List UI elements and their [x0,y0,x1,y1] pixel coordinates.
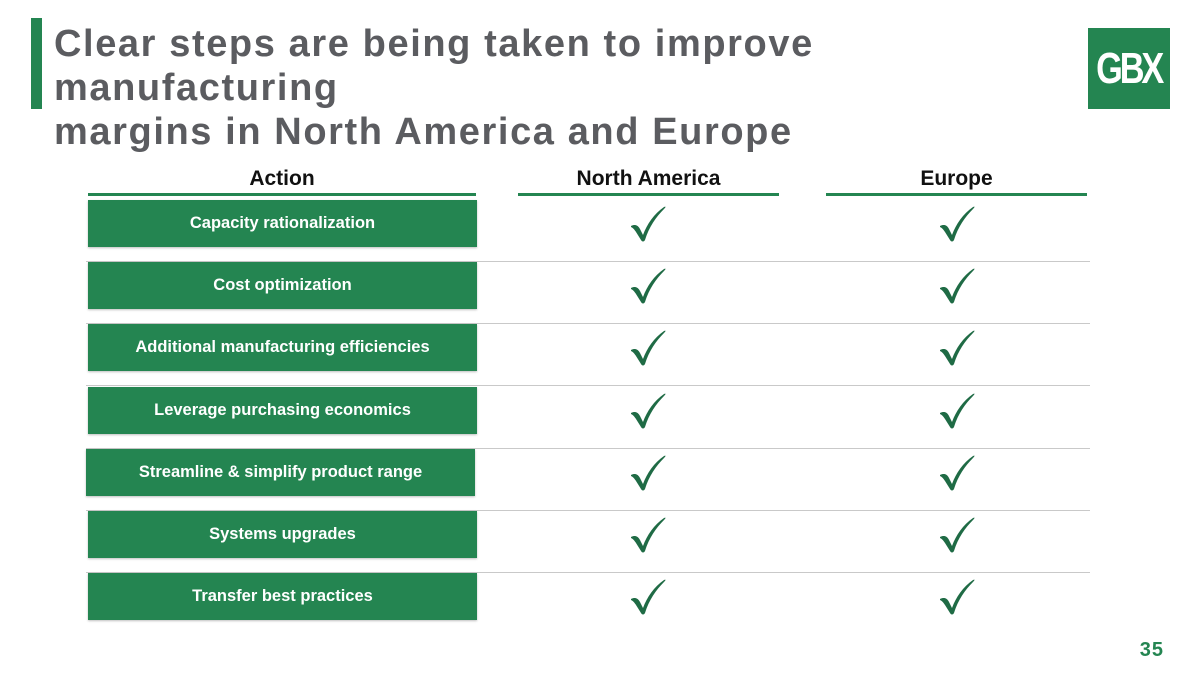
checkmark-icon [936,204,976,244]
checkmark-icon [936,266,976,306]
checkmark-icon [936,453,976,493]
checkmark-icon [627,453,667,493]
checkmark-icon [627,391,667,431]
table-row: Transfer best practices [86,573,1090,635]
checkmark-icon [627,266,667,306]
table-row: Cost optimization [86,262,1090,325]
page-number: 35 [1139,639,1164,661]
row-divider [86,261,1090,262]
row-divider [86,385,1090,387]
action-label: Cost optimization [88,262,477,310]
table-row: Leverage purchasing economics [86,386,1090,449]
table-row: Capacity rationalization [86,200,1090,262]
checkmark-icon [627,204,667,244]
column-header-action: Action [88,167,476,196]
checkmark-icon [627,577,667,617]
checkmark-icon [627,328,667,368]
action-label: Leverage purchasing economics [88,386,477,434]
action-label: Additional manufacturing efficiencies [88,324,477,372]
page-title: Clear steps are being taken to improve m… [54,22,1074,154]
page-title-line-1: Clear steps are being taken to improve m… [54,23,814,109]
checkmark-icon [936,328,976,368]
action-label: Systems upgrades [88,511,477,558]
table-row: Streamline & simplify product range [86,448,1090,511]
action-label: Streamline & simplify product range [86,448,475,496]
checkmark-icon [936,391,976,431]
page-title-line-2: margins in North America and Europe [54,111,793,153]
action-label: Capacity rationalization [88,200,477,247]
gbx-logo: GBX [1088,28,1170,109]
row-divider [86,447,1090,449]
row-divider [86,572,1090,573]
column-header-europe: Europe [826,167,1087,196]
checkmark-icon [936,515,976,555]
column-header-north-america: North America [518,167,779,196]
table-row: Systems upgrades [86,511,1090,573]
row-divider [86,323,1090,325]
checkmark-icon [936,577,976,617]
logo-text: GBX [1096,44,1164,93]
row-divider [86,509,1090,511]
checkmark-icon [627,515,667,555]
table-row: Additional manufacturing efficiencies [86,324,1090,387]
action-label: Transfer best practices [88,573,477,621]
title-accent-bar [31,18,42,109]
